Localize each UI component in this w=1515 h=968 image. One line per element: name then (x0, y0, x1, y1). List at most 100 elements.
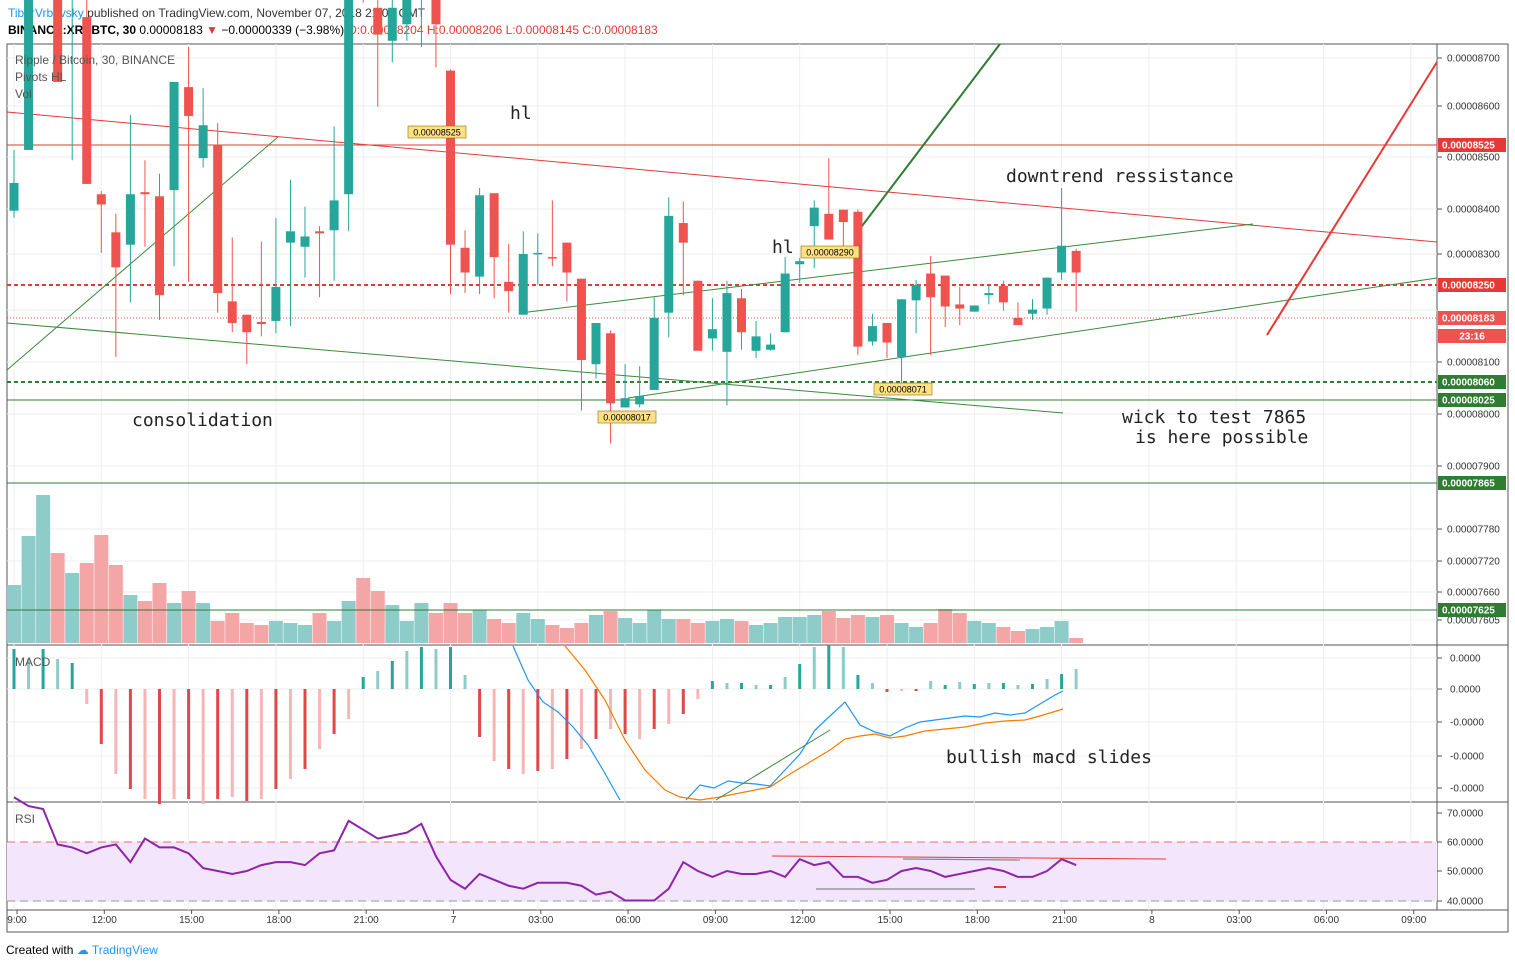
volume-bar (647, 610, 662, 643)
macd-histogram-bar (449, 647, 452, 689)
macd-tick-label: -0.0000 (1450, 752, 1484, 763)
candle (24, 0, 34, 150)
candle (96, 191, 106, 253)
volume-bar (952, 613, 967, 643)
macd-histogram-bar (812, 647, 816, 689)
annotation-hl-mid: hl (772, 237, 794, 258)
time-tick-label: 18:00 (965, 915, 990, 926)
macd-histogram-bar (827, 645, 831, 689)
macd-histogram-bar (856, 675, 860, 689)
price-tick-label: 0.00007660 (1447, 588, 1500, 599)
volume-bar (370, 591, 385, 643)
volume-bar (661, 619, 676, 643)
macd-histogram-bar (332, 689, 336, 734)
candle (1028, 299, 1037, 320)
candle (53, 0, 63, 82)
volume-bar (792, 617, 807, 643)
volume-bar (1054, 621, 1069, 643)
candle (155, 173, 164, 320)
candle (475, 188, 485, 295)
macd-histogram-bar (943, 685, 947, 689)
macd-histogram-bar (85, 689, 89, 704)
volume-bar (836, 618, 851, 643)
published-text: published on TradingView.com, November 0… (87, 6, 426, 20)
price-tag (1438, 278, 1506, 292)
price-tag (1438, 311, 1506, 325)
volume-bar (254, 625, 269, 643)
annotation-wick-2: is here possible (1135, 427, 1308, 448)
macd-histogram-bar (987, 683, 991, 689)
macd-histogram-bar (769, 685, 773, 689)
candle (882, 322, 892, 358)
candle (897, 299, 907, 389)
candle (9, 149, 19, 218)
time-tick-label: 09:00 (703, 915, 728, 926)
price-tick-label: 0.00008000 (1447, 410, 1500, 421)
macd-histogram-bar (347, 689, 351, 719)
vol-legend: Vol (15, 87, 32, 101)
annotation-hl-top: hl (510, 103, 532, 124)
macd-histogram-bar (172, 689, 176, 799)
candle (620, 364, 630, 408)
candle (737, 288, 746, 350)
candle (489, 193, 499, 299)
candle (431, 0, 441, 68)
volume-bar (749, 625, 764, 643)
rsi-tick-label: 40.0000 (1447, 897, 1484, 908)
candle (795, 258, 805, 283)
macd-histogram-bar (288, 689, 292, 779)
macd-histogram-bar (623, 689, 627, 734)
pivot-label: 0.00008071 (873, 382, 933, 396)
time-tick-label: 06:00 (616, 915, 641, 926)
volume-bar (414, 603, 429, 643)
candle (387, 0, 397, 63)
volume-bar (487, 619, 502, 643)
volume-bar (545, 625, 560, 643)
candle (460, 230, 470, 294)
candle (504, 243, 514, 313)
price-tick-label: 0.00007900 (1447, 462, 1500, 473)
price-tag-label: 0.00007625 (1442, 606, 1495, 617)
pivot-label: 0.00008017 (597, 410, 657, 424)
last-price: 0.00008183 (139, 23, 203, 37)
rising-support-line (627, 277, 1438, 399)
macd-histogram-bar (245, 689, 249, 801)
macd-histogram-bar (638, 689, 642, 739)
candle (693, 280, 703, 351)
candle (362, 0, 364, 3)
candle (766, 333, 776, 351)
volume-bar (1010, 631, 1025, 643)
price-tick-label: 0.00007605 (1447, 616, 1500, 627)
candle (635, 366, 645, 408)
volume-bar (690, 623, 705, 643)
macd-histogram-bar (594, 689, 598, 739)
candle (853, 209, 863, 355)
candle (285, 179, 295, 327)
volume-bar (894, 623, 909, 643)
ohlc-values: O:0.00008204 H:0.00008206 L:0.00008145 C… (347, 23, 658, 37)
candle (998, 280, 1008, 311)
candle (984, 285, 994, 305)
volume-bar (196, 603, 211, 643)
time-tick-label: 18:00 (266, 915, 291, 926)
tradingview-link[interactable]: TradingView (91, 943, 158, 957)
green-arrow-line (858, 43, 1001, 231)
candle (547, 200, 557, 267)
macd-histogram-bar (798, 664, 802, 689)
volume-bar (458, 613, 473, 643)
candle (198, 88, 208, 168)
candle (446, 69, 455, 295)
footer: Created with ☁ TradingView (6, 942, 158, 958)
volume-bar (501, 623, 516, 643)
macd-histogram-bar (463, 675, 467, 689)
candle (591, 322, 601, 379)
macd-histogram-bar (434, 649, 438, 689)
rsi-mid-line (902, 858, 1021, 861)
price-tick-label: 0.00008400 (1447, 205, 1500, 216)
volume-bar (909, 627, 924, 643)
candle (71, 0, 73, 161)
macd-signal-line (564, 645, 1064, 801)
macd-histogram-bar (783, 677, 787, 689)
volume-bar (443, 603, 458, 643)
